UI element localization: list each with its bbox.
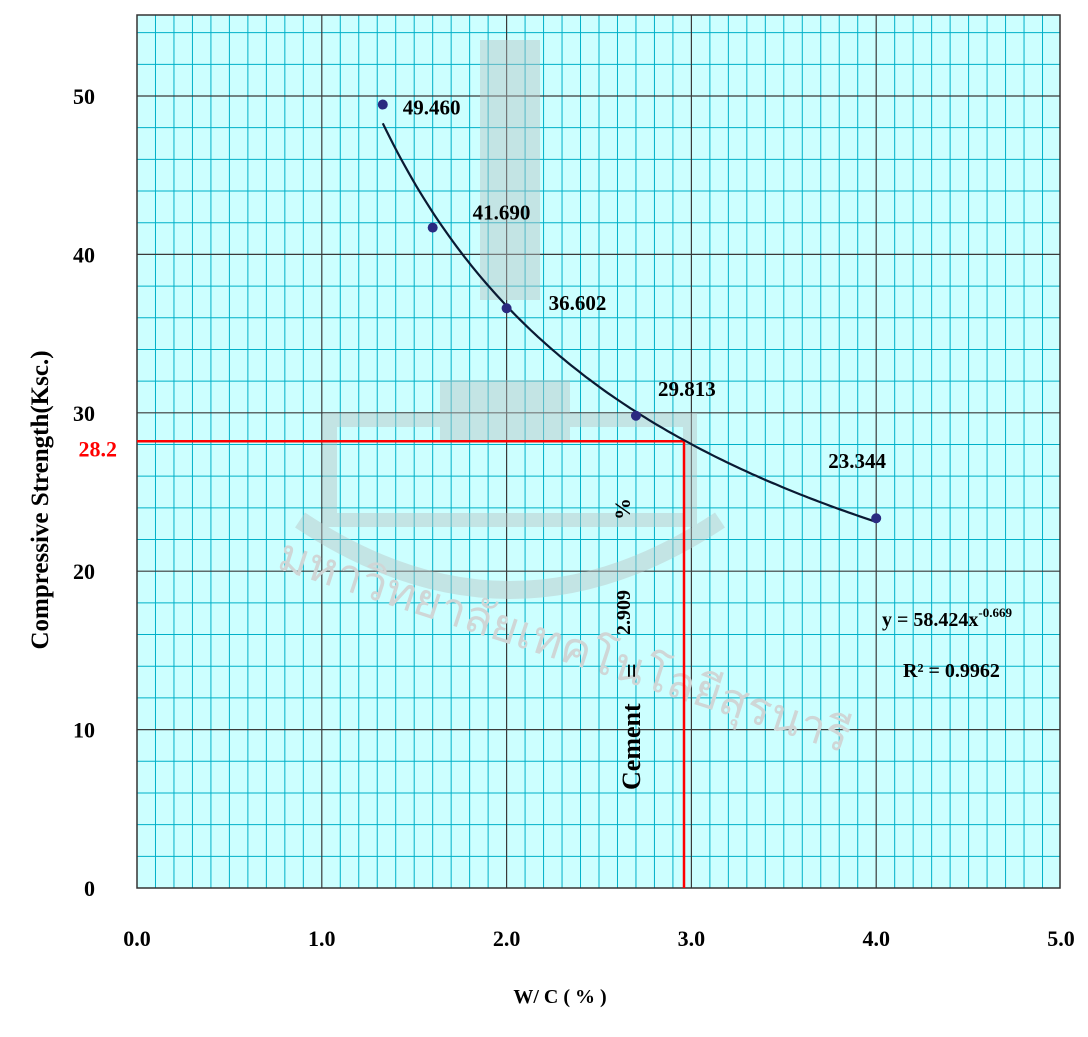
data-label-4: 29.813: [658, 377, 716, 401]
x-tick-label: 4.0: [862, 926, 890, 951]
y-tick-label: 20: [73, 559, 95, 584]
data-label-2: 41.690: [473, 201, 531, 225]
x-tick-label: 3.0: [678, 926, 706, 951]
y-tick-label: 30: [73, 401, 95, 426]
data-label-3: 36.602: [549, 291, 607, 315]
watermark-logo: [295, 40, 725, 599]
y-tick-label: 10: [73, 718, 95, 743]
x-axis-title: W/ C ( % ): [513, 986, 606, 1008]
reference-y-label: 28.2: [79, 436, 118, 461]
x-tick-label: 0.0: [123, 926, 151, 951]
y-tick-label: 40: [73, 242, 95, 267]
trendline-equation: y = 58.424x-0.669: [882, 605, 1012, 631]
cement-unit: %: [610, 498, 635, 520]
r-squared: R² = 0.9962: [903, 660, 1000, 682]
cement-label: Cement: [617, 703, 646, 790]
y-tick-label: 0: [84, 876, 95, 901]
x-tick-label: 5.0: [1047, 926, 1075, 951]
y-axis-title: Compressive Strength(Ksc.): [27, 350, 54, 649]
cement-equals: =: [617, 663, 646, 678]
plot-border: [136, 14, 1061, 889]
data-label-5: 23.344: [828, 449, 886, 473]
y-tick-label: 50: [73, 84, 95, 109]
data-label-1: 49.460: [403, 96, 461, 120]
x-tick-label: 1.0: [308, 926, 336, 951]
data-point-5: [871, 513, 882, 524]
x-tick-label: 2.0: [493, 926, 521, 951]
data-point-1: [377, 99, 388, 110]
cement-value: 2.909: [613, 590, 635, 635]
cement-annotation: Cement = 2.909 %: [610, 498, 646, 790]
major-grid: [136, 14, 1061, 889]
data-point-2: [427, 222, 438, 233]
data-point-3: [501, 303, 512, 314]
minor-grid: [137, 15, 1060, 888]
data-point-4: [630, 410, 641, 421]
power-trendline: [381, 122, 875, 523]
